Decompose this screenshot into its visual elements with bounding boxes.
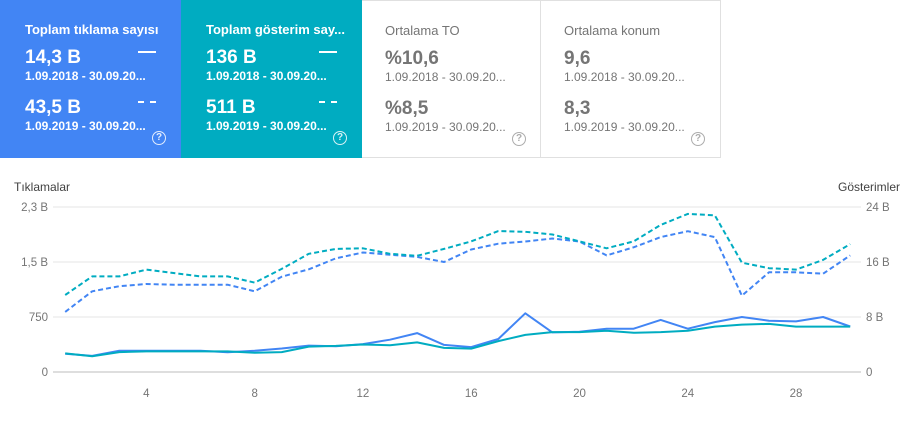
date-range: 1.09.2018 - 30.09.20... <box>206 69 327 83</box>
period-previous: %10,6 1.09.2018 - 30.09.20... <box>385 48 540 98</box>
metric-value: %8,5 <box>385 98 429 119</box>
card-title: Toplam gösterim say... <box>206 22 345 37</box>
card-total-clicks[interactable]: Toplam tıklama sayısı 14,3 B 1.09.2018 -… <box>0 0 181 158</box>
dashed-line-legend-icon <box>138 101 156 103</box>
period-previous: 9,6 1.09.2018 - 30.09.20... <box>564 48 720 98</box>
card-title: Toplam tıklama sayısı <box>25 22 159 37</box>
right-tick-label: 0 <box>866 367 872 379</box>
metric-value: 9,6 <box>564 48 591 69</box>
dashed-line-legend-icon <box>319 101 337 103</box>
left-tick-label: 1,5 B <box>21 257 48 269</box>
x-tick-label: 12 <box>357 388 370 400</box>
x-tick-label: 24 <box>681 388 694 400</box>
left-axis-title: Tıklamalar <box>14 180 70 194</box>
date-range: 1.09.2018 - 30.09.20... <box>25 69 146 83</box>
period-current: 8,3 1.09.2019 - 30.09.20... <box>564 98 720 148</box>
period-current: 43,5 B 1.09.2019 - 30.09.20... <box>25 97 181 147</box>
series-line-clicks-dashed <box>64 230 851 313</box>
card-average-ctr[interactable]: Ortalama TO %10,6 1.09.2018 - 30.09.20..… <box>362 0 541 158</box>
line-chart-svg: Tıklamalar Gösterimler 0 750 1,5 B 2,3 B 0 8 B 1… <box>14 180 900 400</box>
left-tick-label: 2,3 B <box>21 202 48 214</box>
metric-value: %10,6 <box>385 48 439 69</box>
card-total-impressions[interactable]: Toplam gösterim say... 136 B 1.09.2018 -… <box>181 0 362 158</box>
series-line-clicks-solid <box>65 312 851 357</box>
date-range: 1.09.2018 - 30.09.20... <box>564 70 685 84</box>
right-tick-label: 8 B <box>866 312 884 324</box>
x-tick-label: 28 <box>790 388 803 400</box>
period-current: %8,5 1.09.2019 - 30.09.20... <box>385 98 540 148</box>
period-current: 511 B 1.09.2019 - 30.09.20... <box>206 97 362 147</box>
period-previous: 14,3 B 1.09.2018 - 30.09.20... <box>25 47 181 97</box>
date-range: 1.09.2019 - 30.09.20... <box>206 119 327 133</box>
x-tick-label: 4 <box>143 388 150 400</box>
help-icon[interactable]: ? <box>333 131 347 145</box>
date-range: 1.09.2019 - 30.09.20... <box>25 119 146 133</box>
help-icon[interactable]: ? <box>512 132 526 146</box>
card-title: Ortalama TO <box>385 23 460 38</box>
card-title: Ortalama konum <box>564 23 661 38</box>
solid-line-legend-icon <box>138 51 156 53</box>
period-previous: 136 B 1.09.2018 - 30.09.20... <box>206 47 362 97</box>
metric-value: 14,3 B <box>25 47 81 68</box>
date-range: 1.09.2019 - 30.09.20... <box>564 120 685 134</box>
date-range: 1.09.2018 - 30.09.20... <box>385 70 506 84</box>
series-line-impressions-solid <box>65 322 851 358</box>
series-line-impressions-dashed <box>64 212 851 296</box>
metric-cards: Toplam tıklama sayısı 14,3 B 1.09.2018 -… <box>0 0 914 158</box>
x-tick-label: 8 <box>251 388 257 400</box>
metric-value: 511 B <box>206 97 256 118</box>
metric-value: 43,5 B <box>25 97 81 118</box>
right-tick-label: 16 B <box>866 257 890 269</box>
card-average-position[interactable]: Ortalama konum 9,6 1.09.2018 - 30.09.20.… <box>541 0 721 158</box>
solid-line-legend-icon <box>319 51 337 53</box>
x-tick-label: 20 <box>573 388 586 400</box>
left-tick-label: 0 <box>42 367 48 379</box>
performance-chart: Tıklamalar Gösterimler 0 750 1,5 B 2,3 B 0 8 B 1… <box>0 170 914 426</box>
right-tick-label: 24 B <box>866 202 890 214</box>
left-tick-label: 750 <box>29 312 48 324</box>
metric-value: 136 B <box>206 47 257 68</box>
metric-value: 8,3 <box>564 98 591 119</box>
date-range: 1.09.2019 - 30.09.20... <box>385 120 506 134</box>
help-icon[interactable]: ? <box>691 132 705 146</box>
help-icon[interactable]: ? <box>152 131 166 145</box>
x-tick-label: 16 <box>465 388 478 400</box>
right-axis-title: Gösterimler <box>838 180 900 194</box>
